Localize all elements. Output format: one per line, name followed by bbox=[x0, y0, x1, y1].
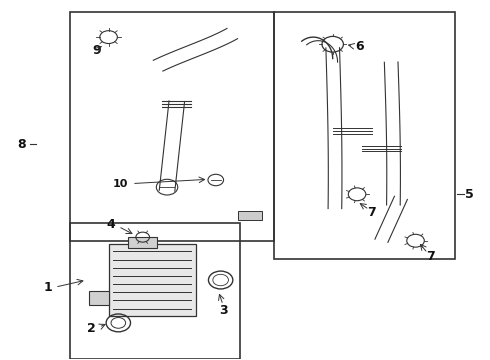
Bar bbox=[70, 12, 274, 241]
Bar bbox=[128, 237, 157, 248]
Text: 8: 8 bbox=[18, 138, 26, 151]
Text: 6: 6 bbox=[355, 40, 364, 53]
Text: 7: 7 bbox=[368, 206, 376, 219]
Text: 2: 2 bbox=[87, 322, 96, 335]
Text: 9: 9 bbox=[92, 44, 101, 57]
Bar bbox=[89, 291, 109, 305]
Text: 4: 4 bbox=[107, 218, 115, 231]
Text: 7: 7 bbox=[426, 250, 435, 263]
Text: 1: 1 bbox=[43, 281, 52, 294]
Bar bbox=[109, 244, 196, 316]
Bar bbox=[238, 211, 262, 220]
Text: 5: 5 bbox=[465, 188, 473, 201]
Bar bbox=[274, 12, 455, 258]
Text: 3: 3 bbox=[219, 304, 227, 317]
Text: 10: 10 bbox=[113, 179, 128, 189]
Bar bbox=[70, 223, 240, 359]
